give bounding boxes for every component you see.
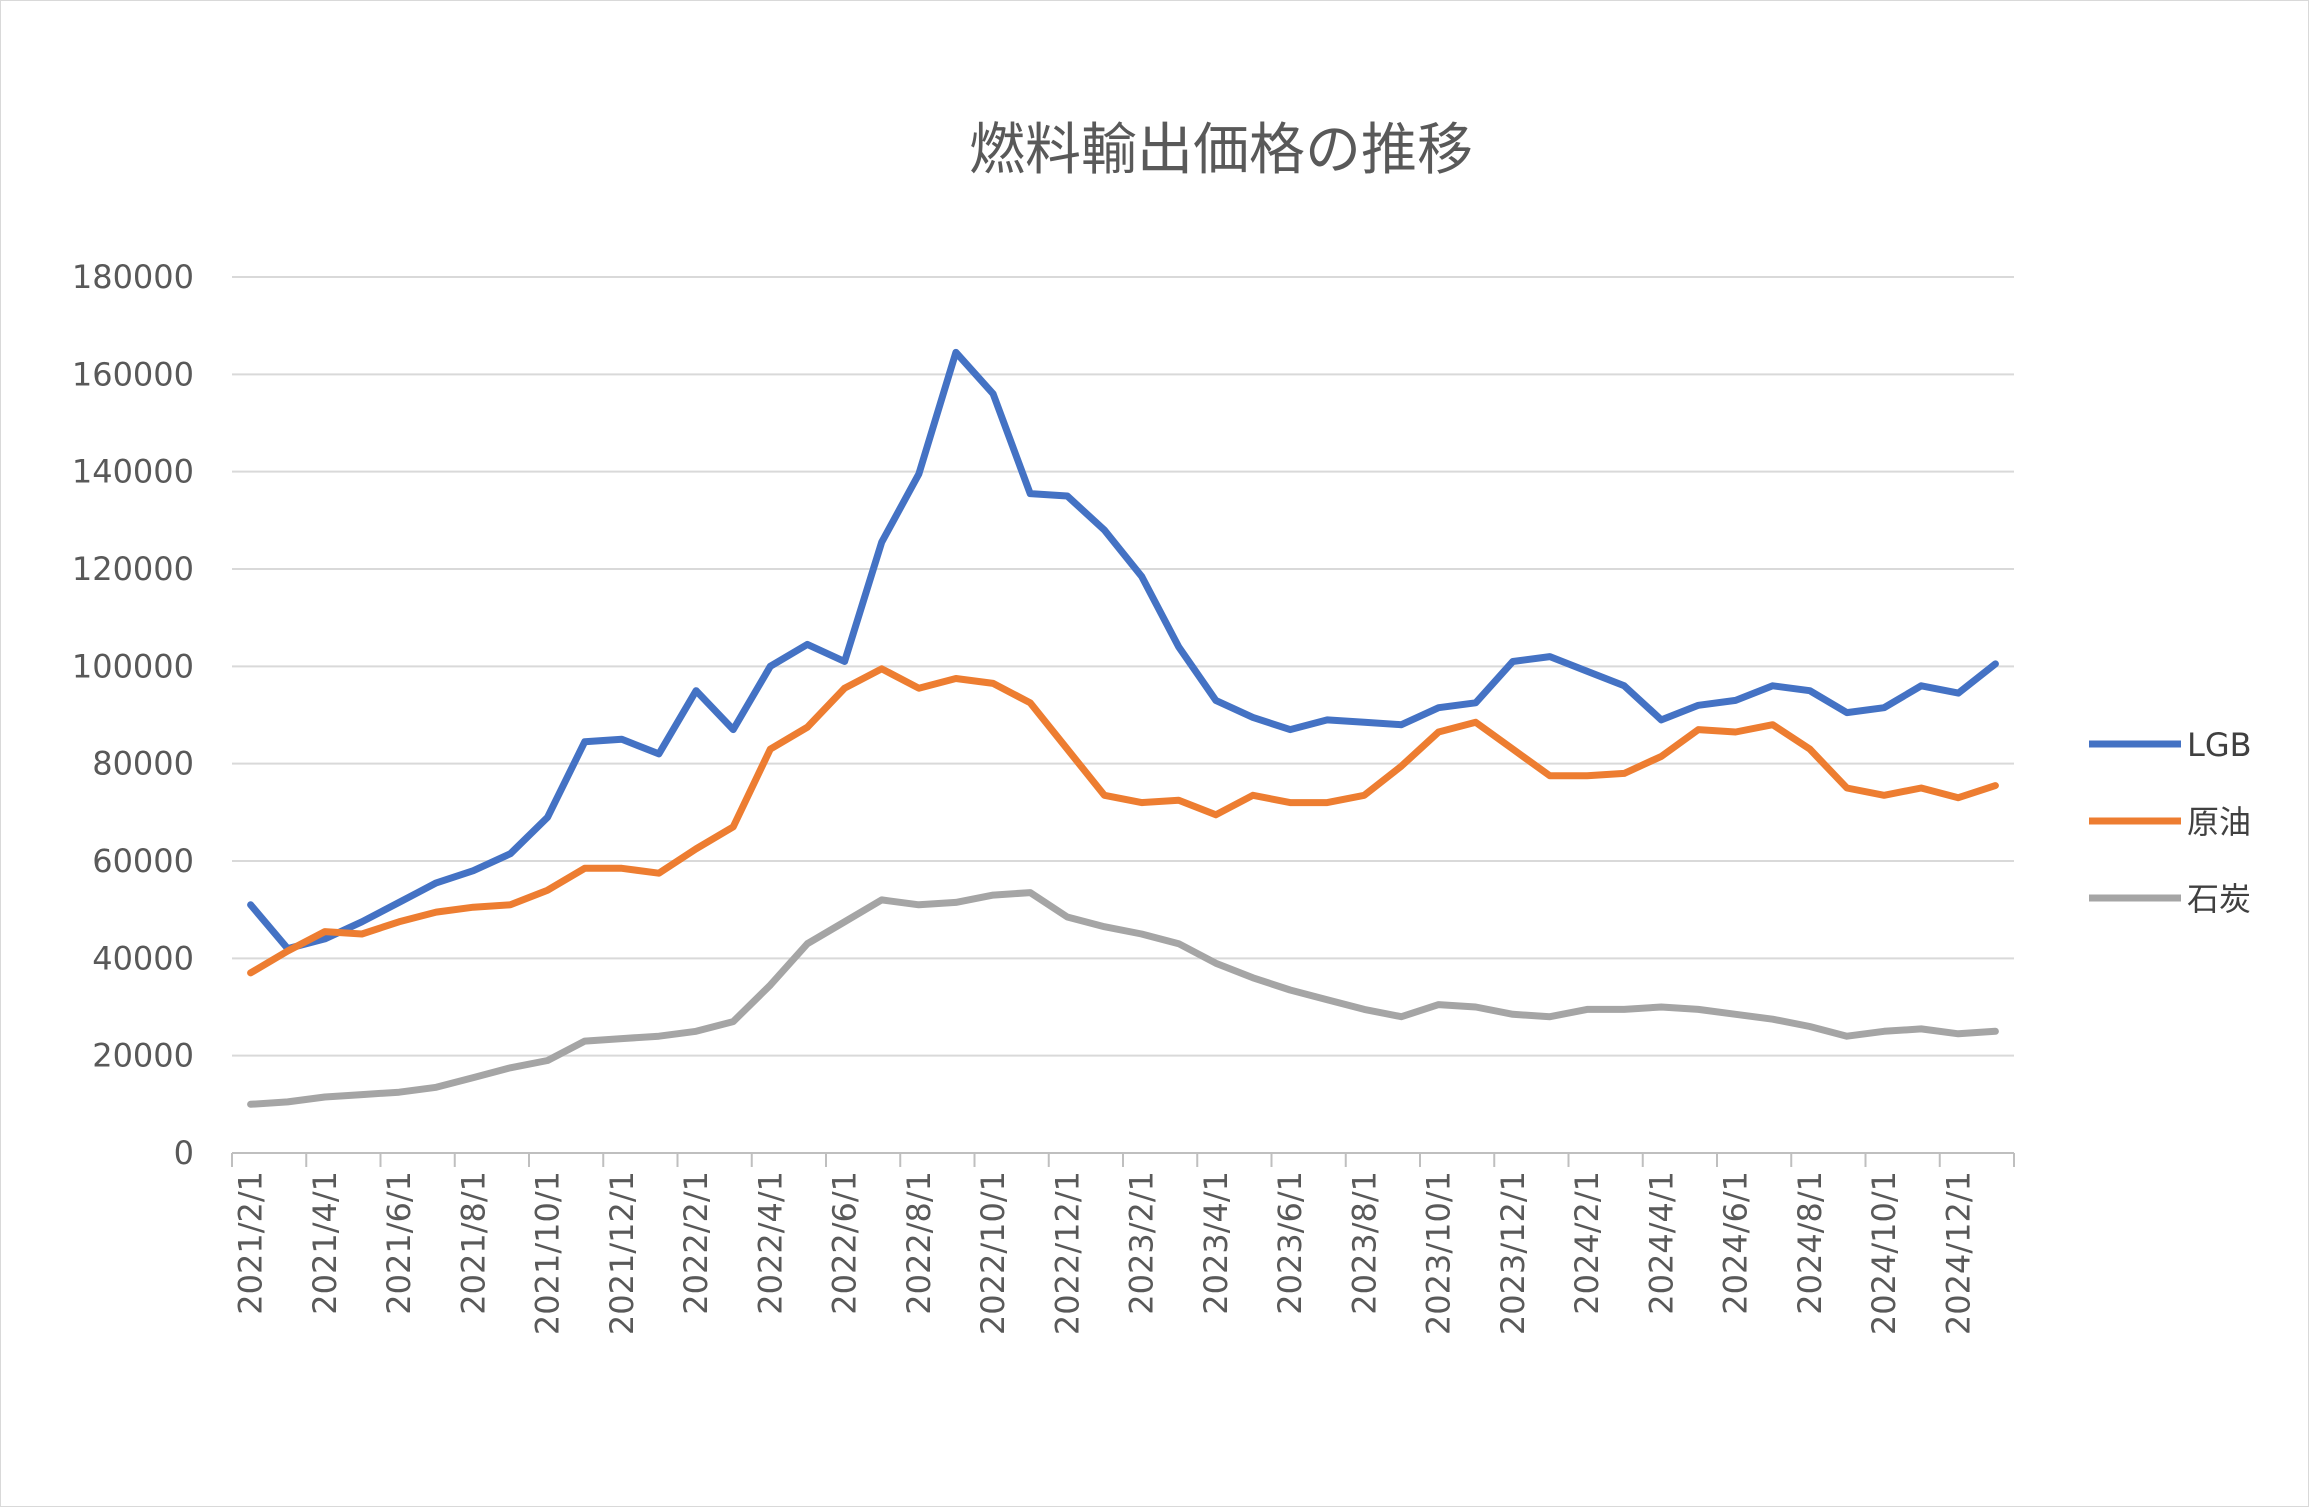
series-lines [247,348,1999,1108]
x-tick-label: 2023/4/1 [1197,1171,1235,1315]
x-tick-label: 2023/8/1 [1345,1171,1383,1315]
x-tick-label: 2023/2/1 [1123,1171,1161,1315]
x-tick-label: 2021/10/1 [529,1171,567,1335]
x-tick-label: 2021/12/1 [603,1171,641,1335]
legend-label: 石炭 [2187,880,2251,918]
legend-label: 原油 [2187,803,2251,841]
series-line-1 [247,348,1999,953]
x-tick-label: 2024/12/1 [1939,1171,1977,1335]
axes: 0 20000 40000 60000 80000 100000 120000 140000 1… [72,258,2015,1335]
y-tick-label: 100000 [72,647,194,685]
x-tick-label: 2024/8/1 [1791,1171,1829,1315]
y-tick-label: 80000 [92,745,194,783]
x-tick-label: 2023/10/1 [1420,1171,1458,1335]
y-tick-label: 140000 [72,453,194,491]
x-tick-label: 2021/2/1 [232,1171,270,1315]
x-tick-label: 2022/8/1 [900,1171,938,1315]
y-tick-label: 60000 [92,842,194,880]
series-line-2 [247,665,1999,977]
y-tick-label: 0 [174,1134,194,1172]
y-tick-label: 40000 [92,939,194,977]
y-tick-label: 20000 [92,1037,194,1075]
gridlines [232,276,2014,1057]
x-tick-label: 2022/4/1 [751,1171,789,1315]
series-line-3 [247,889,1999,1108]
x-tick-label: 2023/6/1 [1271,1171,1309,1315]
x-tick-label: 2024/10/1 [1865,1171,1903,1335]
x-tick-label: 2024/6/1 [1717,1171,1755,1315]
x-tick-label: 2022/2/1 [677,1171,715,1315]
x-tick-label: 2022/12/1 [1048,1171,1086,1335]
y-tick-label: 160000 [72,355,194,393]
legend-label: LGB [2187,726,2252,764]
x-tick-label: 2024/4/1 [1642,1171,1680,1315]
y-tick-label: 180000 [72,258,194,296]
chart-title: 燃料輸出価格の推移 [969,118,1473,183]
x-tick-label: 2022/10/1 [974,1171,1012,1335]
x-tick-label: 2021/6/1 [380,1171,418,1315]
y-tick-label: 120000 [72,550,194,588]
x-tick-label: 2023/12/1 [1494,1171,1532,1335]
x-tick-label: 2024/2/1 [1568,1171,1606,1315]
x-tick-label: 2021/8/1 [454,1171,492,1315]
x-tick-label: 2022/6/1 [826,1171,864,1315]
x-tick-label: 2021/4/1 [306,1171,344,1315]
